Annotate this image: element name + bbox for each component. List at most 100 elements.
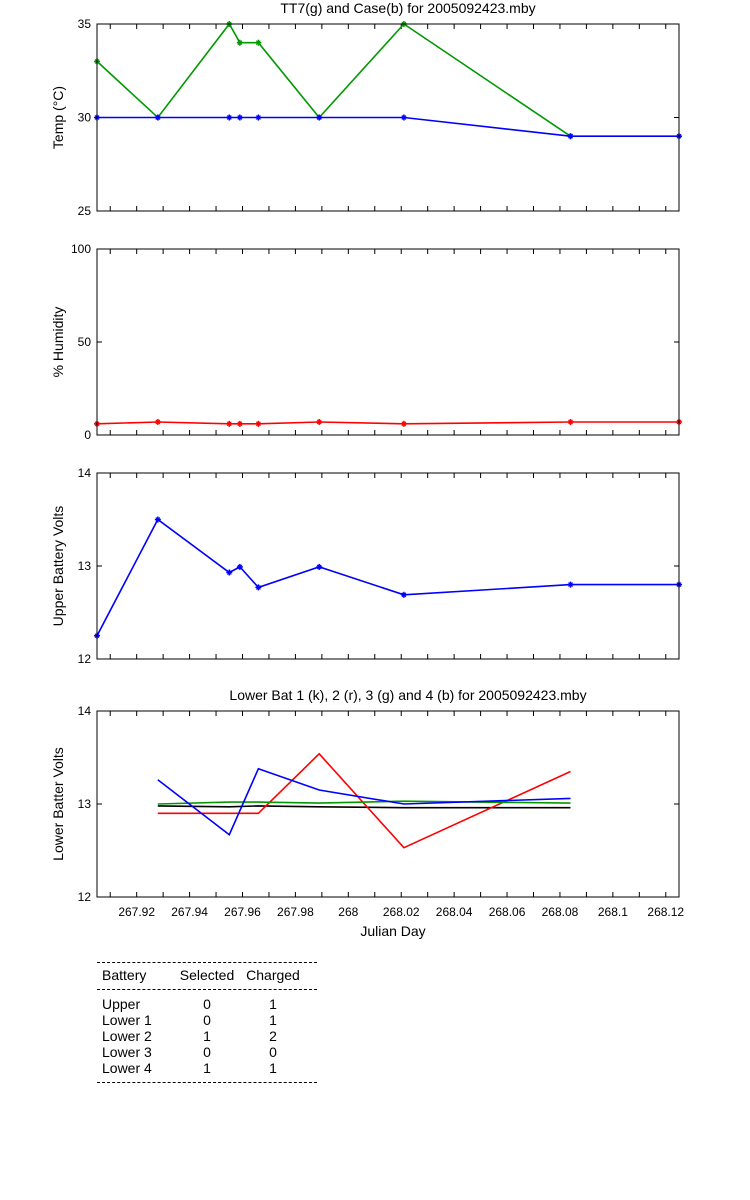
data-point	[400, 420, 407, 427]
x-tick-label: 267.98	[277, 905, 314, 919]
table-divider	[97, 1082, 317, 1083]
marker-stroke	[255, 584, 261, 590]
selected-value: 0	[203, 1012, 211, 1028]
marker-stroke	[316, 564, 322, 570]
battery-table: Battery Selected Charged Upper 0 1 Lower…	[97, 962, 317, 1083]
data-point	[236, 420, 243, 427]
plot-frame	[96, 472, 680, 660]
marker-stroke	[568, 419, 573, 425]
y-tick-label: 35	[78, 17, 92, 31]
y-tick-label: 12	[78, 652, 92, 666]
y-tick-label: 30	[78, 111, 92, 125]
marker-stroke	[226, 115, 232, 120]
y-tick-label: 25	[78, 204, 92, 218]
x-tick-label: 268	[338, 905, 358, 919]
header-selected: Selected	[179, 967, 235, 983]
data-point	[154, 516, 161, 523]
table-row: Lower 1 0 1	[102, 1012, 317, 1028]
selected-value: 1	[203, 1060, 211, 1076]
data-point	[400, 114, 407, 121]
charts-canvas: 25 30 35 TT7(g) and Case(b) for 2005092423.…	[50, 0, 684, 939]
marker-stroke	[237, 564, 243, 570]
data-point	[236, 114, 243, 121]
y-tick-label: 50	[78, 335, 92, 349]
plot-frame	[96, 710, 680, 898]
marker-stroke	[401, 115, 407, 120]
chart-panel-1: 25 30 35 TT7(g) and Case(b) for 2005092423.…	[50, 0, 682, 218]
charged-value: 1	[269, 1012, 277, 1028]
y-tick-label: 12	[78, 890, 92, 904]
y-axis-label: % Humidity	[50, 307, 66, 378]
data-point	[226, 569, 233, 576]
x-axis-label: Julian Day	[360, 923, 425, 939]
chart-panel-2: 0 50 100 % Humidity	[50, 242, 682, 442]
y-tick-label: 0	[84, 428, 91, 442]
charged-value: 2	[269, 1028, 277, 1044]
y-axis-label: Temp (°C)	[50, 86, 66, 149]
chart-title: TT7(g) and Case(b) for 2005092423.mby	[280, 0, 535, 16]
header-charged: Charged	[246, 967, 300, 983]
data-point	[400, 591, 407, 598]
marker-stroke	[316, 115, 322, 120]
table-row: Upper 0 1	[102, 996, 317, 1012]
x-tick-label: 267.96	[224, 905, 261, 919]
table-header: Battery Selected Charged	[97, 963, 317, 989]
y-tick-label: 14	[78, 704, 92, 718]
series-line-1	[96, 421, 679, 425]
marker-stroke	[568, 582, 573, 588]
marker-stroke	[255, 40, 261, 46]
charged-value: 0	[269, 1044, 277, 1060]
data-point	[226, 114, 233, 121]
series-line-4	[157, 767, 571, 836]
header-battery: Battery	[102, 967, 147, 983]
table-divider	[97, 962, 317, 963]
plot-frame	[96, 23, 680, 212]
data-point	[154, 418, 161, 425]
data-point	[316, 114, 323, 121]
data-point	[567, 133, 574, 140]
marker-stroke	[237, 115, 243, 120]
selected-value: 1	[203, 1028, 211, 1044]
data-point	[255, 420, 262, 427]
x-tick-label: 267.94	[171, 905, 208, 919]
table-row: Lower 2 1 2	[102, 1028, 317, 1044]
battery-name: Lower 3	[102, 1044, 152, 1060]
charged-value: 1	[269, 996, 277, 1012]
marker-stroke	[237, 421, 243, 427]
y-tick-label: 14	[78, 466, 92, 480]
marker-stroke	[401, 421, 407, 427]
series-line-2	[97, 116, 679, 137]
table-divider	[97, 989, 317, 990]
data-point	[316, 563, 323, 570]
x-tick-label: 268.02	[383, 905, 420, 919]
marker-stroke	[237, 40, 243, 46]
data-point	[316, 418, 323, 425]
marker-stroke	[255, 115, 261, 120]
marker-stroke	[316, 419, 322, 425]
series-line-1	[96, 22, 571, 137]
y-axis-label: Lower Batter Volts	[50, 747, 66, 861]
y-tick-label: 100	[71, 242, 91, 256]
data-point	[255, 39, 262, 46]
battery-name: Upper	[102, 996, 141, 1012]
table-row: Lower 4 1 1	[102, 1060, 317, 1076]
y-tick-label: 13	[78, 797, 92, 811]
x-tick-label: 268.06	[489, 905, 526, 919]
x-tick-label: 268.1	[598, 905, 628, 919]
chart-title: Lower Bat 1 (k), 2 (r), 3 (g) and 4 (b) …	[229, 687, 586, 703]
y-axis-label: Upper Battery Volts	[50, 506, 66, 627]
x-tick-label: 268.08	[542, 905, 579, 919]
data-point	[226, 420, 233, 427]
marker-stroke	[155, 419, 161, 425]
data-point	[567, 418, 574, 425]
series-line-1	[157, 805, 571, 809]
marker-stroke	[255, 421, 261, 427]
data-point	[255, 114, 262, 121]
marker-stroke	[226, 421, 232, 427]
data-point	[567, 581, 574, 588]
marker-stroke	[155, 517, 161, 522]
table-row: Lower 3 0 0	[102, 1044, 317, 1060]
marker-stroke	[401, 592, 407, 598]
marker-stroke	[155, 115, 161, 120]
x-tick-label: 268.04	[436, 905, 473, 919]
